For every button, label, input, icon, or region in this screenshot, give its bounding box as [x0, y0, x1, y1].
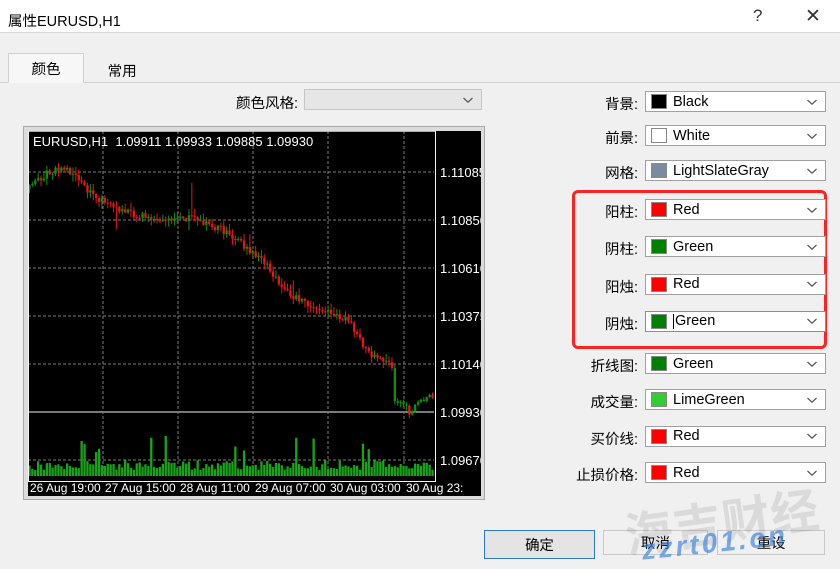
svg-text:1.09670: 1.09670 — [440, 453, 481, 468]
svg-text:1.09930: 1.09930 — [440, 405, 481, 420]
svg-text:1.11085: 1.11085 — [440, 165, 481, 180]
svg-text:1.10140: 1.10140 — [440, 357, 481, 372]
svg-text:1.10375: 1.10375 — [440, 309, 481, 324]
svg-text:1.10610: 1.10610 — [440, 261, 481, 276]
svg-text:1.10850: 1.10850 — [440, 213, 481, 228]
